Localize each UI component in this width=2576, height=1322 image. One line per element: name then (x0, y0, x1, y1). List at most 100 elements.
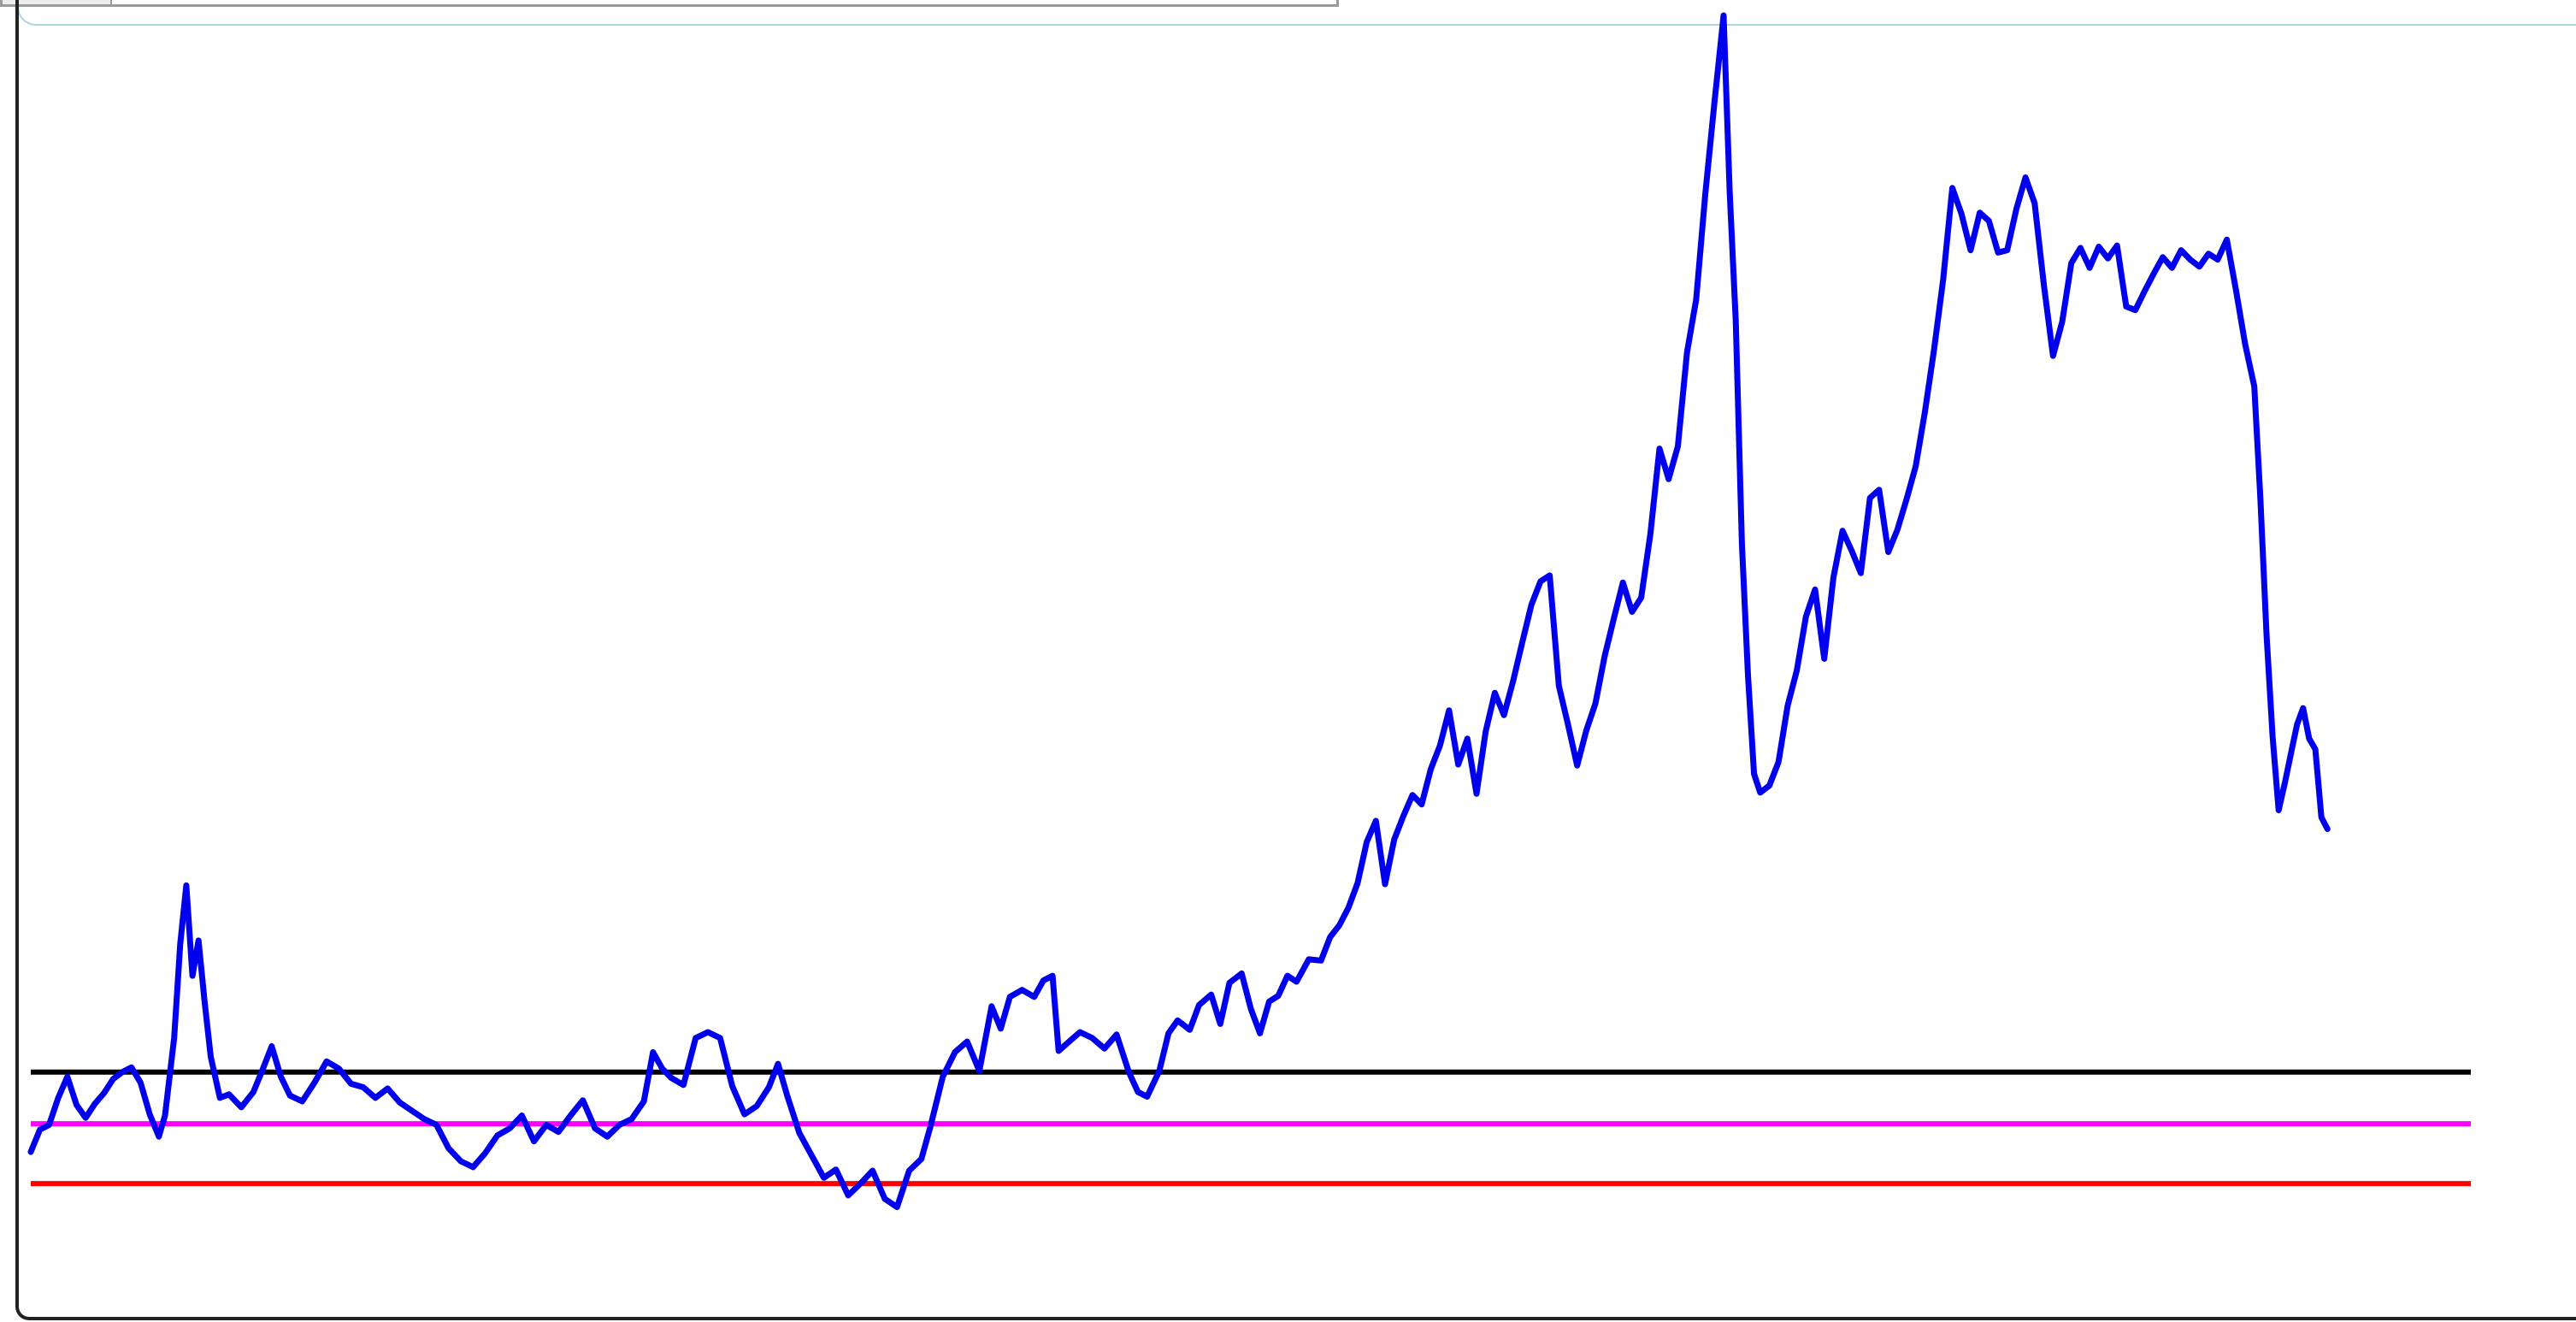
data-point (1041, 979, 1045, 983)
data-point (1429, 767, 1432, 770)
data-point (545, 1123, 548, 1126)
data-point (66, 1075, 69, 1078)
data-point (313, 1081, 316, 1084)
data-point (706, 1030, 710, 1034)
data-point (1057, 1049, 1060, 1053)
data-point (1337, 924, 1341, 927)
top-tab-cell[interactable] (3, 0, 112, 4)
data-point (1877, 488, 1881, 492)
data-point (1951, 186, 1954, 190)
data-point (288, 1094, 292, 1097)
data-point (2216, 258, 2219, 262)
data-point (1860, 571, 1862, 575)
data-point (163, 1114, 167, 1118)
data-point (2006, 249, 2009, 252)
data-point (1777, 760, 1780, 764)
data-point (2125, 305, 2128, 309)
data-point (798, 1131, 801, 1135)
data-point (218, 1096, 221, 1100)
data-point (581, 1099, 585, 1102)
data-point (1759, 791, 1762, 794)
data-point (2179, 249, 2183, 252)
data-point (1594, 702, 1597, 705)
data-point (1465, 737, 1469, 741)
data-point (350, 1082, 353, 1085)
data-point (1786, 704, 1789, 707)
data-point (29, 1150, 32, 1154)
data-point (928, 1124, 932, 1128)
data-point (103, 1091, 106, 1095)
plot-frame (15, 0, 2576, 1320)
data-point (786, 1094, 789, 1097)
data-point (1868, 496, 1872, 499)
data-point (1969, 249, 1972, 252)
data-point (1286, 974, 1289, 977)
data-point (209, 1055, 212, 1059)
data-point (1356, 882, 1359, 885)
data-point (47, 1123, 50, 1126)
data-point (2234, 288, 2237, 292)
data-point (651, 1050, 655, 1053)
data-point (694, 1036, 698, 1040)
data-point (1895, 528, 1899, 531)
data-point (1795, 669, 1799, 672)
data-point (130, 1065, 133, 1069)
data-point (767, 1086, 770, 1089)
data-point (755, 1105, 758, 1108)
data-point (301, 1100, 304, 1103)
data-point (630, 1118, 634, 1121)
data-point (1411, 794, 1414, 797)
data-point (1942, 278, 1945, 281)
data-point (1695, 298, 1698, 301)
data-point (203, 1000, 206, 1003)
data-point (1621, 581, 1624, 584)
data-point (1978, 211, 1982, 215)
data-point (1850, 549, 1854, 552)
data-point (1365, 841, 1369, 844)
data-point (1728, 190, 1731, 193)
data-point (471, 1166, 475, 1169)
data-point (520, 1114, 523, 1118)
data-point (56, 1096, 60, 1100)
data-point (2170, 266, 2173, 269)
data-point (1484, 730, 1488, 734)
data-point (1923, 410, 1926, 414)
data-point (422, 1118, 426, 1121)
data-point (191, 974, 194, 977)
data-point (374, 1096, 377, 1100)
data-point (251, 1090, 255, 1094)
data-point (1823, 657, 1826, 660)
data-point (1228, 981, 1231, 984)
data-point (1502, 713, 1506, 717)
data-point (1197, 1003, 1200, 1006)
data-point (1329, 935, 1332, 939)
data-point (990, 1005, 993, 1008)
data-point (2033, 202, 2037, 205)
data-point (999, 1027, 1002, 1030)
data-point (75, 1103, 79, 1107)
data-point (810, 1154, 813, 1157)
data-point (1831, 576, 1835, 580)
data-point (1612, 617, 1616, 621)
data-point (1767, 784, 1771, 788)
data-point (2225, 238, 2229, 241)
data-point (1127, 1071, 1130, 1074)
data-point (1307, 958, 1311, 961)
data-point (139, 1081, 142, 1084)
data-point (1521, 640, 1524, 644)
data-point (1393, 838, 1396, 841)
data-point (2106, 257, 2109, 260)
data-point (111, 1077, 115, 1081)
data-point (1090, 1036, 1093, 1040)
data-point (484, 1151, 487, 1154)
data-point (508, 1127, 511, 1130)
data-point (618, 1123, 622, 1126)
data-point (1493, 691, 1496, 694)
data-point (1383, 882, 1387, 886)
data-point (1078, 1030, 1082, 1034)
data-point (1722, 14, 1725, 17)
data-point (1240, 971, 1243, 975)
data-point (1740, 542, 1743, 546)
